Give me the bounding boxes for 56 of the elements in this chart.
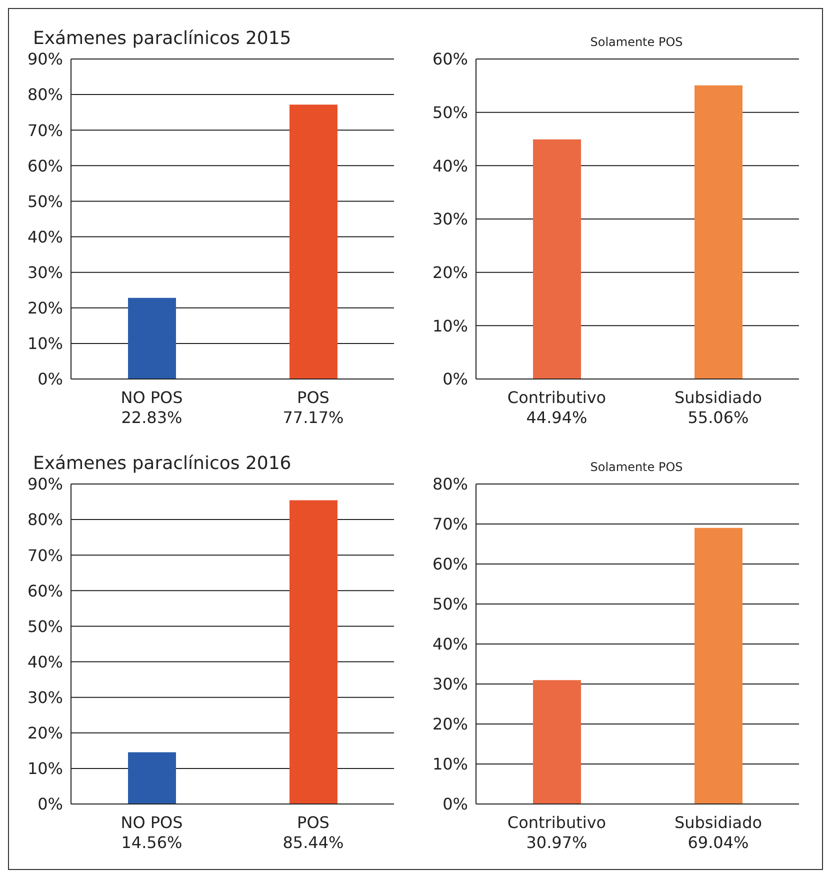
y-tick-label: 70%	[432, 514, 468, 534]
y-tick-label: 40%	[432, 156, 468, 176]
x-tick-label: NO POS	[120, 388, 183, 407]
y-tick-label: 50%	[27, 192, 63, 211]
y-tick-label: 40%	[27, 227, 63, 246]
y-tick-label: 60%	[27, 156, 63, 176]
chart-subtitle: Solamente POS	[589, 460, 683, 474]
x-tick-label: POS	[297, 813, 330, 832]
x-tick-label: NO POS	[120, 813, 183, 832]
y-tick-label: 30%	[432, 210, 468, 229]
y-tick-label: 50%	[432, 103, 468, 122]
y-tick-label: 50%	[27, 616, 63, 636]
x-tick-label: POS	[297, 388, 330, 407]
y-tick-label: 30%	[27, 263, 63, 282]
x-tick-label: Subsidiado	[674, 813, 762, 832]
y-tick-label: 60%	[432, 554, 468, 574]
y-tick-label: 30%	[27, 688, 63, 708]
x-tick-label: Contributivo	[507, 813, 606, 832]
chart-title: Exámenes paraclínicos 2016	[33, 453, 292, 474]
chart-title: Exámenes paraclínicos 2015	[33, 28, 292, 49]
y-tick-label: 0%	[442, 370, 468, 389]
y-tick-label: 0%	[442, 794, 468, 814]
data-label: 22.83%	[121, 408, 182, 427]
y-tick-label: 50%	[432, 594, 468, 614]
y-tick-label: 60%	[432, 50, 468, 69]
data-label: 14.56%	[121, 833, 182, 852]
y-tick-label: 70%	[27, 120, 63, 140]
data-label: 77.17%	[282, 408, 344, 427]
y-tick-label: 10%	[27, 759, 63, 778]
x-tick-label: Contributivo	[507, 388, 606, 407]
y-tick-label: 30%	[432, 674, 468, 694]
y-tick-label: 80%	[27, 85, 63, 104]
y-tick-label: 90%	[27, 474, 63, 494]
y-tick-label: 40%	[432, 634, 468, 654]
y-tick-label: 0%	[38, 370, 63, 389]
y-tick-label: 0%	[38, 794, 63, 814]
y-tick-label: 70%	[27, 546, 63, 565]
data-label: 69.04%	[688, 833, 749, 852]
y-tick-label: 10%	[27, 334, 63, 354]
y-tick-label: 10%	[432, 754, 468, 774]
y-tick-label: 20%	[432, 714, 468, 734]
y-tick-label: 80%	[432, 474, 468, 494]
y-tick-label: 90%	[27, 50, 63, 69]
y-tick-label: 10%	[432, 316, 468, 336]
x-tick-label: Subsidiado	[674, 388, 762, 407]
data-label: 44.94%	[526, 408, 588, 427]
y-tick-label: 20%	[432, 263, 468, 282]
data-label: 85.44%	[282, 833, 344, 852]
data-label: 30.97%	[526, 833, 588, 852]
y-tick-label: 40%	[27, 652, 63, 672]
y-tick-label: 20%	[27, 724, 63, 743]
chart-subtitle: Solamente POS	[589, 35, 683, 49]
y-tick-label: 20%	[27, 298, 63, 318]
y-tick-label: 80%	[27, 510, 63, 530]
data-label: 55.06%	[688, 408, 749, 427]
y-tick-label: 60%	[27, 581, 63, 600]
